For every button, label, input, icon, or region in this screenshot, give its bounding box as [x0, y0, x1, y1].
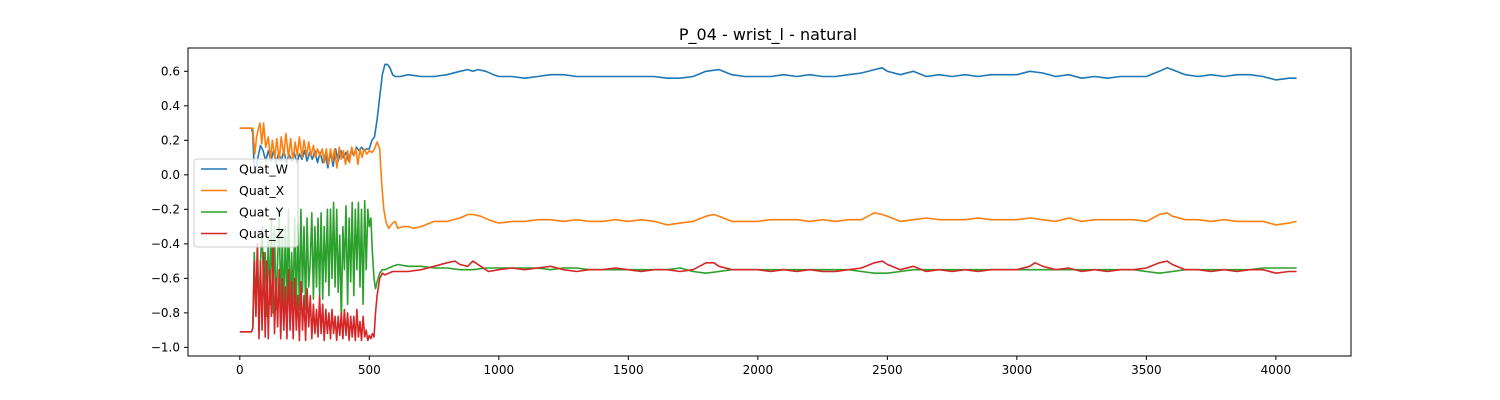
legend-label: Quat_X [239, 183, 285, 198]
y-tick-label: −0.6 [151, 271, 180, 285]
y-tick-label: 0.6 [161, 64, 180, 78]
legend-label: Quat_Z [239, 226, 284, 241]
chart-title: P_04 - wrist_l - natural [679, 25, 857, 45]
legend-label: Quat_Y [239, 205, 284, 220]
y-tick-label: −0.2 [151, 202, 180, 216]
series-line-quat-y [239, 199, 1297, 333]
y-tick-label: −0.8 [151, 306, 180, 320]
series-line-quat-w [239, 63, 1297, 173]
x-tick-label: 500 [358, 363, 381, 377]
y-tick-label: −1.0 [151, 340, 180, 354]
y-axis: −1.0 −0.8 −0.6 −0.4 −0.2 0.0 0.2 0.4 0.6 [151, 64, 188, 354]
y-tick-label: 0.0 [161, 168, 180, 182]
x-tick-label: 1000 [484, 363, 515, 377]
x-tick-label: 2500 [872, 363, 903, 377]
series-layer [239, 63, 1297, 342]
x-tick-label: 4000 [1261, 363, 1292, 377]
legend-box [193, 158, 299, 248]
x-tick-label: 0 [236, 363, 244, 377]
y-tick-label: 0.4 [161, 99, 180, 113]
x-tick-label: 3000 [1002, 363, 1033, 377]
y-tick-label: 0.2 [161, 133, 180, 147]
plot-frame [187, 47, 1352, 357]
x-tick-label: 2000 [743, 363, 774, 377]
series-line-quat-x [239, 122, 1297, 230]
y-tick-label: −0.4 [151, 237, 180, 251]
x-axis: 0 500 1000 1500 2000 2500 3000 3500 4000 [236, 356, 1291, 377]
x-tick-label: 1500 [613, 363, 644, 377]
x-tick-label: 3500 [1131, 363, 1162, 377]
legend-label: Quat_W [239, 162, 288, 177]
legend: Quat_W Quat_X Quat_Y Quat_Z [193, 158, 299, 248]
series-line-quat-z [239, 243, 1297, 342]
